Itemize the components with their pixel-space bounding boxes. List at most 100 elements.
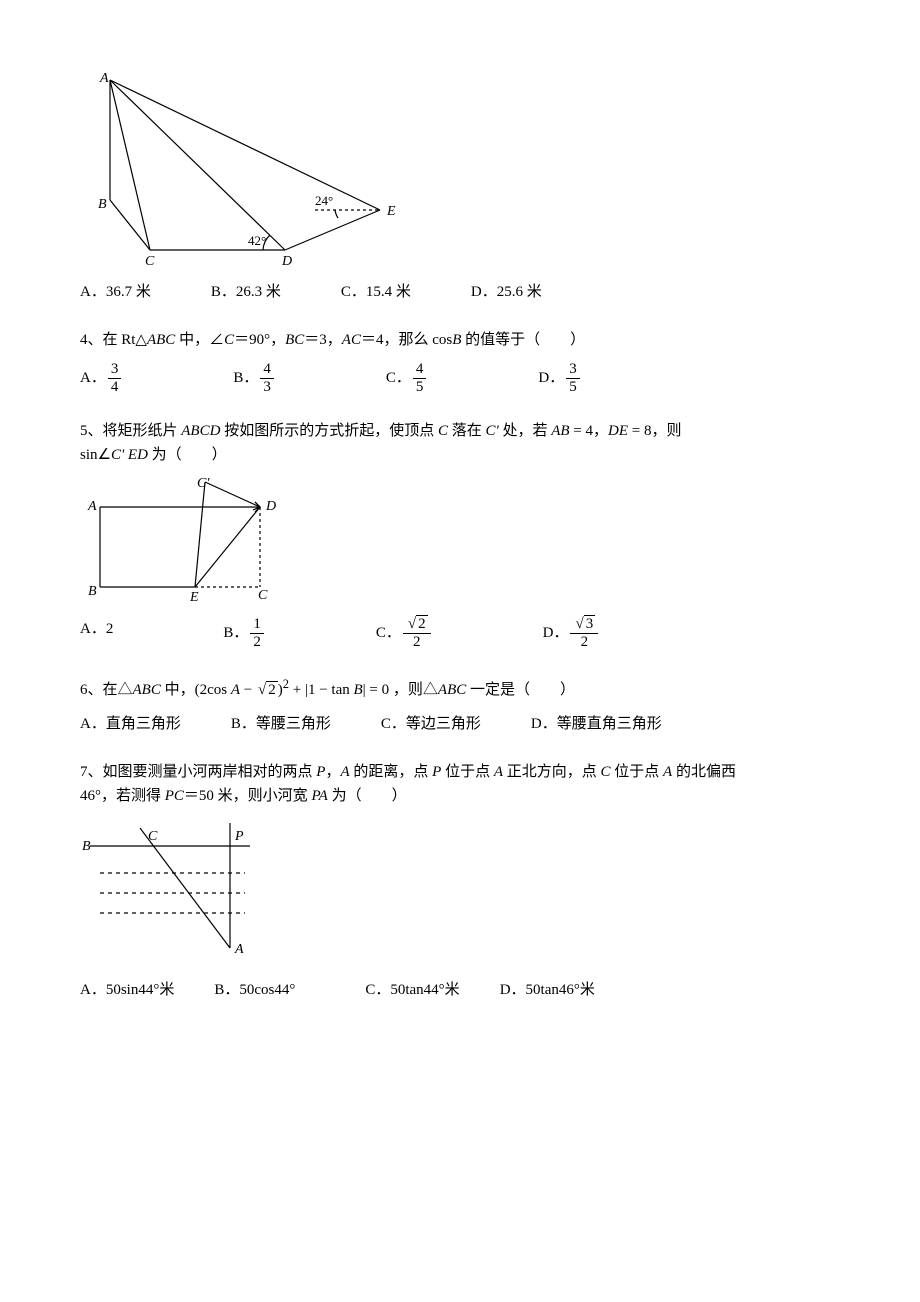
q4-opt-c: C．45 (386, 362, 429, 395)
q4-b: B (452, 332, 461, 348)
q4-ac: AC (342, 332, 361, 348)
q4-eq1: ＝90°， (234, 332, 285, 348)
label-A: A (99, 71, 109, 86)
q5-b-den: 2 (250, 634, 264, 650)
q4-abc: ABC (147, 332, 175, 348)
q5-d-den: 2 (570, 634, 598, 650)
q7-PC: PC (165, 788, 184, 804)
label-ang24: 24° (315, 193, 333, 208)
q4-c-den: 5 (413, 379, 427, 395)
q6-opt-a: A．直角三角形 (80, 712, 181, 736)
q4-a-label: A． (80, 370, 106, 386)
q4-text: 4、在 Rt△ABC 中，∠C＝90°，BC＝3，AC＝4，那么 cosB 的值… (80, 328, 840, 352)
fig2-Cp: C' (197, 477, 210, 491)
q7-opt-a: A．50sin44°米 (80, 978, 174, 1002)
q7-l1d: 正北方向，点 (503, 764, 601, 780)
q7-opt-c: C．50tan44°米 (365, 978, 459, 1002)
q3-opt-d: D．25.6 米 (471, 280, 542, 304)
q7-PA: PA (311, 788, 327, 804)
q7-P2: P (432, 764, 441, 780)
q5-d-label: D． (543, 625, 569, 641)
q4-options: A．34 B．43 C．45 D．35 (80, 362, 840, 395)
q6-opt-c: C．等边三角形 (381, 712, 481, 736)
q4-a-num: 3 (108, 362, 122, 379)
q6-abc2: ABC (438, 682, 466, 698)
label-E: E (386, 204, 396, 219)
q5-l1a: 5、将矩形纸片 (80, 423, 181, 439)
q5-de: DE (608, 423, 628, 439)
q5-cp: C' (485, 423, 502, 439)
figure-q7: B C P A (80, 818, 280, 968)
q5-c-rad: 2 (416, 615, 428, 632)
q6-tail: 一定是（ ） (466, 682, 575, 698)
fig2-E: E (189, 590, 199, 605)
q7-A3: A (663, 764, 672, 780)
q4-opt-a: A．34 (80, 362, 123, 395)
q4-c: C (224, 332, 234, 348)
q4-b-num: 4 (260, 362, 274, 379)
q4-pre: 4、在 Rt△ (80, 332, 147, 348)
q5-d-rad: 3 (584, 615, 596, 632)
fig2-A: A (87, 499, 97, 514)
q5-ab: AB (551, 423, 569, 439)
q4-opt-d: D．35 (538, 362, 581, 395)
q4-bc: BC (285, 332, 304, 348)
q6-pre: 6、在△ (80, 682, 133, 698)
q7-l1b: 的距离，点 (350, 764, 433, 780)
fig3-C: C (148, 829, 158, 844)
q4-eq2: ＝3， (304, 332, 342, 348)
label-D: D (281, 254, 292, 269)
q5-l1c: 落在 (448, 423, 486, 439)
q4-c-label: C． (386, 370, 411, 386)
q4-mid: 中，∠ (175, 332, 224, 348)
q7-l1e: 位于点 (611, 764, 664, 780)
q5-opt-b: B．12 (223, 617, 266, 650)
fig3-B: B (82, 839, 91, 854)
q7-opt-b: B．50cos44° (214, 978, 295, 1002)
label-B: B (98, 197, 107, 212)
q3-options: A．36.7 米 B．26.3 米 C．15.4 米 D．25.6 米 (80, 280, 840, 304)
q3-opt-b: B．26.3 米 (211, 280, 281, 304)
q7-comma: ， (325, 764, 340, 780)
q7-C: C (601, 764, 611, 780)
q5-eq1: = 4， (570, 423, 608, 439)
label-C: C (145, 254, 155, 269)
q5-l2a: sin∠ (80, 447, 111, 463)
q6-A: A (231, 682, 240, 698)
q6-mid: 中， (161, 682, 195, 698)
fig2-C: C (258, 588, 268, 603)
q5-opt-a: A．2 (80, 617, 113, 650)
q7-l1c: 位于点 (441, 764, 494, 780)
fig2-D: D (265, 499, 276, 514)
q6-opt-d: D．等腰直角三角形 (531, 712, 662, 736)
q7-text: 7、如图要测量小河两岸相对的两点 P，A 的距离，点 P 位于点 A 正北方向，… (80, 760, 840, 808)
q7-options: A．50sin44°米 B．50cos44° C．50tan44°米 D．50t… (80, 978, 840, 1002)
q6-abc: ABC (133, 682, 161, 698)
q5-a-label: A． (80, 621, 106, 637)
fig2-B: B (88, 584, 97, 599)
q4-d-num: 3 (566, 362, 580, 379)
q6-sq: 2 (283, 677, 289, 691)
q6-B: B (354, 682, 363, 698)
q5-text: 5、将矩形纸片 ABCD 按如图所示的方式折起，使顶点 C 落在 C' 处，若 … (80, 419, 840, 467)
q5-l2tail: 为（ ） (148, 447, 227, 463)
q3-opt-c: C．15.4 米 (341, 280, 411, 304)
figure-q5: A B C D E C' (80, 477, 290, 607)
figure-q3: A B C D E 24° 42° (80, 70, 410, 270)
q7-A2: A (494, 764, 503, 780)
label-ang42: 42° (248, 233, 266, 248)
q5-b-label: B． (223, 625, 248, 641)
q4-d-den: 5 (566, 379, 580, 395)
q5-opt-c: C．22 (376, 617, 433, 650)
q5-c-label: C． (376, 625, 401, 641)
q4-b-label: B． (233, 370, 258, 386)
q4-b-den: 3 (260, 379, 274, 395)
q4-opt-b: B．43 (233, 362, 276, 395)
q7-A: A (340, 764, 349, 780)
q4-c-num: 4 (413, 362, 427, 379)
q5-c-den: 2 (403, 634, 431, 650)
q6-options: A．直角三角形 B．等腰三角形 C．等边三角形 D．等腰直角三角形 (80, 712, 840, 736)
q7-l1f: 的北偏西 (672, 764, 736, 780)
q4-a-den: 4 (108, 379, 122, 395)
q7-l2a: 46°，若测得 (80, 788, 165, 804)
